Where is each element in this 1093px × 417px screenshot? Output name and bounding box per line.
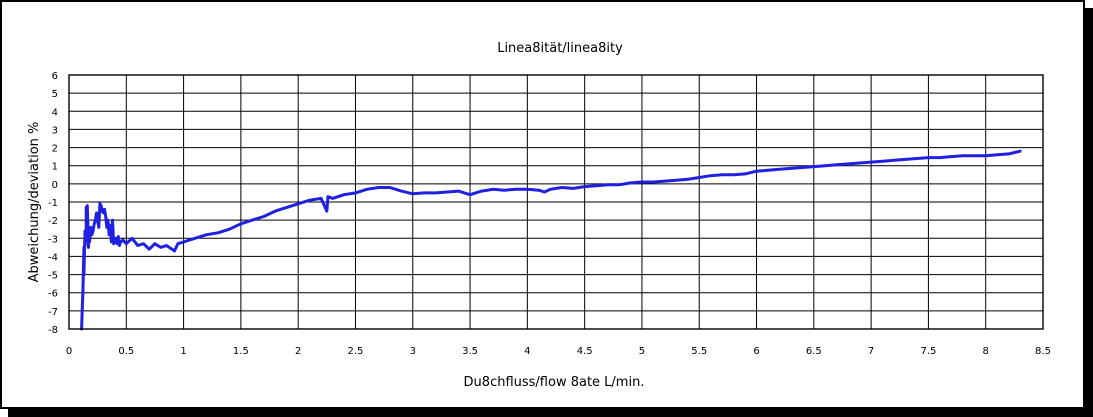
x-tick-label: 1 bbox=[180, 346, 186, 357]
y-tick-label: -1 bbox=[48, 198, 58, 209]
x-tick-label: 5.5 bbox=[691, 346, 707, 357]
x-axis-title: Du8chfluss/flow 8ate L/min. bbox=[464, 375, 645, 390]
x-tick-label: 0 bbox=[66, 346, 72, 357]
x-tick-label: 3 bbox=[410, 346, 416, 357]
y-tick-label: 5 bbox=[52, 89, 58, 100]
series-line bbox=[80, 149, 1022, 331]
x-tick-label: 6.5 bbox=[806, 346, 822, 357]
x-tick-label: 6 bbox=[753, 346, 759, 357]
x-tick-label: 1.5 bbox=[233, 346, 249, 357]
y-tick-label: -8 bbox=[48, 325, 58, 336]
y-tick-label: 2 bbox=[52, 144, 58, 155]
y-tick-label: 6 bbox=[52, 71, 58, 82]
x-tick-label: 2.5 bbox=[348, 346, 364, 357]
x-tick-label: 4 bbox=[524, 346, 530, 357]
y-axis-title: Abweichung/deviation % bbox=[27, 122, 42, 283]
y-tick-label: -2 bbox=[48, 216, 58, 227]
x-tick-label: 0.5 bbox=[118, 346, 134, 357]
y-tick-labels: 6 5 4 3 2 1 0 -1 -2 -3 -4 -5 -6 -7 -8 bbox=[48, 71, 58, 336]
y-tick-label: -4 bbox=[48, 252, 58, 263]
plot-area-border bbox=[68, 74, 1044, 330]
y-tick-label: 4 bbox=[52, 107, 58, 118]
x-tick-label: 7 bbox=[868, 346, 874, 357]
y-tick-label: -3 bbox=[48, 234, 58, 245]
y-tick-label: 1 bbox=[52, 162, 58, 173]
x-tick-labels: 0 0.5 1 1.5 2 2.5 3 3.5 4 4.5 5 5.5 6 6.5 7 7.5 8 8.5 bbox=[66, 346, 1051, 357]
y-tick-label: -7 bbox=[48, 307, 58, 318]
chart-title: Linea8ität/linea8ity bbox=[497, 41, 623, 56]
series-layer bbox=[80, 149, 1022, 331]
chart-panel bbox=[0, 0, 1085, 409]
x-tick-label: 7.5 bbox=[920, 346, 936, 357]
x-tick-label: 3.5 bbox=[462, 346, 478, 357]
x-tick-label: 8 bbox=[983, 346, 989, 357]
y-tick-label: -6 bbox=[48, 289, 58, 300]
x-tick-label: 8.5 bbox=[1035, 346, 1051, 357]
y-tick-label: -5 bbox=[48, 271, 58, 282]
x-tick-label: 4.5 bbox=[577, 346, 593, 357]
grid bbox=[68, 74, 1044, 330]
x-tick-label: 5 bbox=[639, 346, 645, 357]
x-tick-label: 2 bbox=[295, 346, 301, 357]
y-tick-label: 0 bbox=[52, 180, 58, 191]
y-tick-label: 3 bbox=[52, 125, 58, 136]
